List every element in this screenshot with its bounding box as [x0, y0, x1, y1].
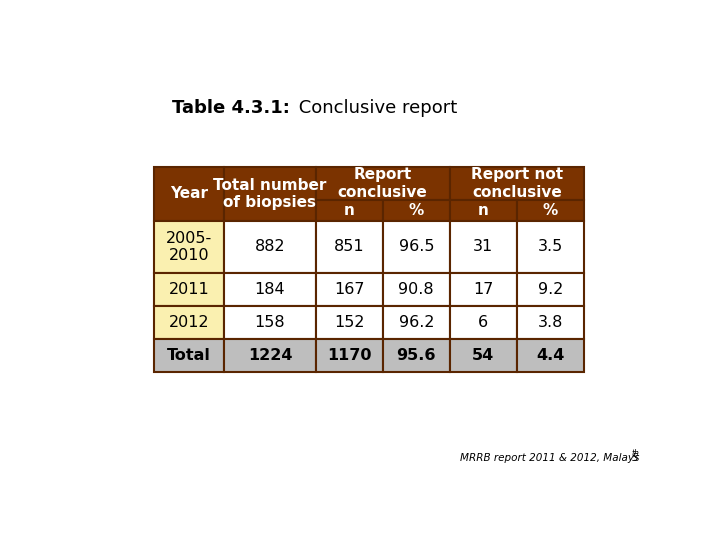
FancyBboxPatch shape [316, 167, 450, 200]
FancyBboxPatch shape [450, 273, 517, 306]
Text: 2011: 2011 [168, 282, 210, 297]
Text: 152: 152 [334, 315, 364, 330]
Text: Total: Total [167, 348, 211, 363]
Text: 1170: 1170 [327, 348, 372, 363]
Text: 3.8: 3.8 [538, 315, 563, 330]
FancyBboxPatch shape [450, 339, 517, 373]
Text: %: % [543, 204, 558, 218]
Text: 31: 31 [473, 239, 493, 254]
Text: n: n [478, 204, 489, 218]
FancyBboxPatch shape [383, 221, 450, 273]
Text: 167: 167 [334, 282, 364, 297]
FancyBboxPatch shape [316, 339, 383, 373]
Text: 2005-
2010: 2005- 2010 [166, 231, 212, 263]
Text: Total number
of biopsies: Total number of biopsies [213, 178, 327, 210]
FancyBboxPatch shape [450, 306, 517, 339]
Text: 158: 158 [255, 315, 285, 330]
Text: 1224: 1224 [248, 348, 292, 363]
FancyBboxPatch shape [224, 221, 316, 273]
FancyBboxPatch shape [316, 221, 383, 273]
Text: n: n [343, 204, 355, 218]
Text: 54: 54 [472, 348, 495, 363]
Text: 6: 6 [478, 315, 488, 330]
FancyBboxPatch shape [383, 200, 450, 221]
FancyBboxPatch shape [316, 273, 383, 306]
FancyBboxPatch shape [450, 221, 517, 273]
FancyBboxPatch shape [316, 306, 383, 339]
Text: 17: 17 [473, 282, 493, 297]
Text: MRRB report 2011 & 2012, Malays: MRRB report 2011 & 2012, Malays [459, 453, 639, 463]
FancyBboxPatch shape [383, 273, 450, 306]
FancyBboxPatch shape [517, 221, 584, 273]
Text: 3.5: 3.5 [538, 239, 563, 254]
Text: 96.5: 96.5 [398, 239, 434, 254]
FancyBboxPatch shape [517, 273, 584, 306]
FancyBboxPatch shape [316, 200, 383, 221]
Text: th: th [631, 449, 639, 458]
Text: Table 4.3.1:: Table 4.3.1: [172, 99, 289, 118]
FancyBboxPatch shape [224, 273, 316, 306]
FancyBboxPatch shape [383, 306, 450, 339]
Text: Year: Year [170, 186, 208, 201]
Text: 90.8: 90.8 [398, 282, 434, 297]
FancyBboxPatch shape [517, 306, 584, 339]
FancyBboxPatch shape [154, 167, 224, 221]
Text: Report
conclusive: Report conclusive [338, 167, 428, 200]
Text: 4.4: 4.4 [536, 348, 564, 363]
FancyBboxPatch shape [154, 221, 224, 273]
Text: 2012: 2012 [169, 315, 210, 330]
Text: %: % [409, 204, 424, 218]
FancyBboxPatch shape [224, 306, 316, 339]
FancyBboxPatch shape [517, 200, 584, 221]
FancyBboxPatch shape [154, 339, 224, 373]
FancyBboxPatch shape [383, 339, 450, 373]
FancyBboxPatch shape [224, 339, 316, 373]
FancyBboxPatch shape [224, 167, 316, 221]
FancyBboxPatch shape [517, 339, 584, 373]
Text: Report not
conclusive: Report not conclusive [471, 167, 563, 200]
Text: Conclusive report: Conclusive report [292, 99, 456, 118]
Text: 9.2: 9.2 [538, 282, 563, 297]
Text: 96.2: 96.2 [398, 315, 434, 330]
Text: 95.6: 95.6 [397, 348, 436, 363]
FancyBboxPatch shape [154, 306, 224, 339]
FancyBboxPatch shape [154, 273, 224, 306]
Text: 851: 851 [334, 239, 364, 254]
Text: 184: 184 [255, 282, 285, 297]
FancyBboxPatch shape [450, 200, 517, 221]
Text: 5: 5 [632, 453, 639, 463]
Text: 882: 882 [255, 239, 285, 254]
FancyBboxPatch shape [450, 167, 584, 200]
